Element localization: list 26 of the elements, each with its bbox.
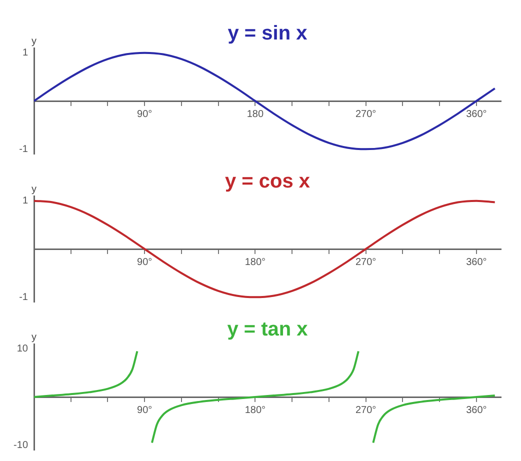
x-tick-label: 270°	[355, 256, 376, 268]
x-tick-label: 90°	[137, 108, 152, 120]
x-tick-label: 360°	[466, 256, 487, 268]
line-series	[34, 200, 496, 298]
x-tick-label: 360°	[466, 108, 487, 120]
x-tick-label: 360°	[466, 404, 487, 416]
y-axis-title: y	[32, 332, 36, 343]
x-tick-label: 270°	[355, 108, 376, 120]
line-series	[34, 52, 496, 150]
x-tick-label: 180	[246, 108, 264, 120]
x-tick-label: 180°	[244, 256, 266, 268]
y-tick-label: 1	[22, 196, 28, 207]
chart-title: y = cos x	[224, 170, 310, 193]
y-axis-title: y	[32, 184, 36, 195]
y-tick-label: -1	[19, 292, 28, 303]
x-tick-label: 270°	[355, 404, 376, 416]
x-tick-label: 90°	[137, 404, 152, 416]
y-axis-title: y	[32, 36, 36, 47]
y-tick-label: 10	[16, 344, 28, 355]
x-tick-label: 180°	[244, 404, 266, 416]
x-tick-label: 90°	[137, 256, 152, 268]
y-tick-label: -1	[19, 144, 28, 155]
y-tick-label: -10	[14, 440, 28, 451]
y-tick-label: 1	[22, 48, 28, 59]
chart-title: y = tan x	[227, 318, 308, 341]
chart-title: y = sin x	[228, 22, 308, 45]
